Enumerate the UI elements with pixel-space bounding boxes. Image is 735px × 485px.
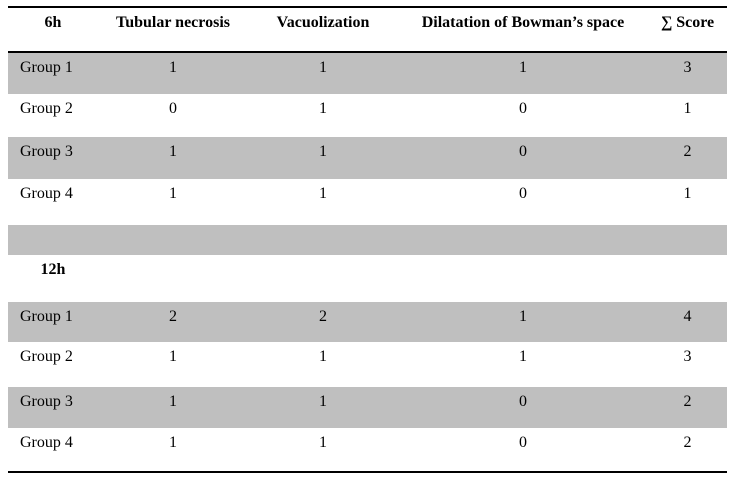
score-cell: 1 xyxy=(98,137,248,179)
spacer-cell xyxy=(8,225,727,255)
table-row: Group 2 0 1 0 1 xyxy=(8,94,727,137)
row-label: Group 4 xyxy=(20,185,73,202)
column-header-time-6h: 6h xyxy=(8,7,98,53)
score-cell: 0 xyxy=(398,387,648,428)
score-cell: 1 xyxy=(319,185,327,202)
score-cell: 0 xyxy=(519,185,527,202)
empty-cell xyxy=(648,255,727,302)
empty-cell xyxy=(248,255,398,302)
table-row: Group 3 1 1 0 2 xyxy=(8,387,727,428)
column-header-dilatation-bowmans-space: Dilatation of Bowman’s space xyxy=(398,7,648,53)
table-row: Group 4 1 1 0 2 xyxy=(8,428,727,472)
row-label: Group 4 xyxy=(20,434,73,451)
score-cell: 1 xyxy=(169,185,177,202)
score-cell: 2 xyxy=(648,387,727,428)
column-header-tubular-necrosis: Tubular necrosis xyxy=(98,7,248,53)
score-cell: 1 xyxy=(169,348,177,365)
table-row: Group 4 1 1 0 1 xyxy=(8,179,727,225)
score-cell: 0 xyxy=(169,100,177,117)
row-label: Group 2 xyxy=(20,348,73,365)
score-cell: 2 xyxy=(98,302,248,342)
row-label: Group 3 xyxy=(8,387,98,428)
score-cell: 0 xyxy=(398,137,648,179)
score-cell: 1 xyxy=(319,100,327,117)
row-label: Group 1 xyxy=(8,52,98,94)
empty-cell xyxy=(98,255,248,302)
score-cell: 1 xyxy=(319,434,327,451)
score-cell: 1 xyxy=(398,52,648,94)
score-cell: 1 xyxy=(683,100,692,117)
spacer-row xyxy=(8,225,727,255)
empty-cell xyxy=(398,255,648,302)
table-row: Group 1 1 1 1 3 xyxy=(8,52,727,94)
header-row: 6h Tubular necrosis Vacuolization Dilata… xyxy=(8,7,727,53)
row-label: Group 1 xyxy=(8,302,98,342)
score-cell: 1 xyxy=(169,434,177,451)
table-row: Group 1 2 2 1 4 xyxy=(8,302,727,342)
table-row: Group 3 1 1 0 2 xyxy=(8,137,727,179)
score-cell: 3 xyxy=(648,52,727,94)
scoring-table: 6h Tubular necrosis Vacuolization Dilata… xyxy=(8,6,727,473)
score-cell: 0 xyxy=(519,434,527,451)
score-cell: 1 xyxy=(248,387,398,428)
score-cell: 1 xyxy=(398,302,648,342)
column-header-vacuolization: Vacuolization xyxy=(248,7,398,53)
row-label: Group 2 xyxy=(20,100,73,117)
score-cell: 4 xyxy=(648,302,727,342)
section-label-row: 12h xyxy=(8,255,727,302)
score-cell: 1 xyxy=(98,52,248,94)
table-row: Group 2 1 1 1 3 xyxy=(8,342,727,387)
score-cell: 2 xyxy=(648,137,727,179)
score-cell: 1 xyxy=(248,52,398,94)
score-cell: 1 xyxy=(519,348,527,365)
score-cell: 1 xyxy=(319,348,327,365)
score-cell: 1 xyxy=(683,185,692,202)
row-label: Group 3 xyxy=(8,137,98,179)
score-cell: 3 xyxy=(683,348,692,365)
score-cell: 0 xyxy=(519,100,527,117)
section-label-12h: 12h xyxy=(40,261,66,278)
score-cell: 2 xyxy=(683,434,692,451)
score-cell: 1 xyxy=(248,137,398,179)
score-cell: 1 xyxy=(98,387,248,428)
score-cell: 2 xyxy=(248,302,398,342)
column-header-sum-score: ∑ Score xyxy=(648,7,727,53)
